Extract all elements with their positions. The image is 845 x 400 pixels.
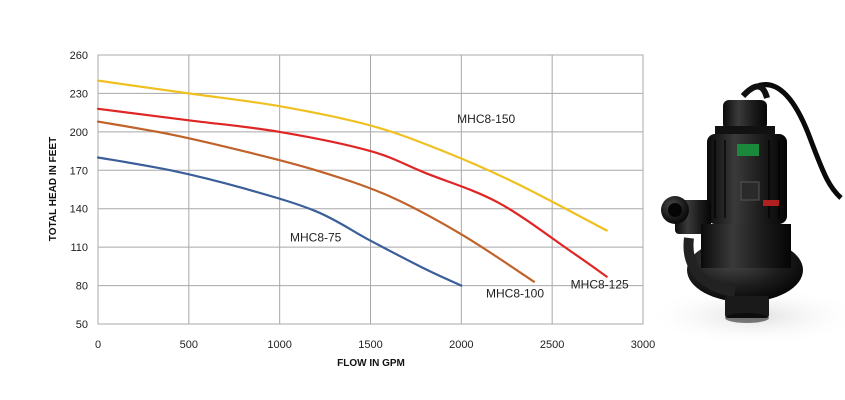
y-tick-label: 140 xyxy=(70,204,88,216)
x-tick-label: 2000 xyxy=(449,339,473,351)
x-tick-label: 2500 xyxy=(540,339,564,351)
y-tick-label: 50 xyxy=(76,319,88,331)
series-line-mhc8-125 xyxy=(96,107,608,278)
series-line-mhc8-75 xyxy=(96,156,463,287)
x-axis-title: FLOW IN GPM xyxy=(337,358,405,369)
series-label-mhc8-125: MHC8-125 xyxy=(571,278,629,292)
y-tick-label: 230 xyxy=(70,88,88,100)
y-tick-label: 200 xyxy=(70,127,88,139)
series-label-mhc8-100: MHC8-100 xyxy=(486,287,544,301)
y-tick-label: 260 xyxy=(70,50,88,62)
x-tick-label: 3000 xyxy=(631,339,655,351)
pump-curve-chart: 0 500 1000 1500 2000 2500 3000 50 80 110 140 170 20… xyxy=(48,50,655,369)
chart-grid xyxy=(97,54,644,325)
series-line-mhc8-100 xyxy=(96,120,536,283)
y-tick-label: 110 xyxy=(70,242,88,254)
series-line-mhc8-150 xyxy=(96,79,608,232)
series-labels: MHC8-75 MHC8-100 MHC8-125 MHC8-150 xyxy=(290,112,629,301)
series-lines xyxy=(96,79,608,287)
submersible-pump-icon xyxy=(645,82,845,346)
y-axis-title: TOTAL HEAD IN FEET xyxy=(48,137,59,241)
y-tick-labels: 50 80 110 140 170 200 230 260 xyxy=(70,50,88,331)
series-label-mhc8-75: MHC8-75 xyxy=(290,230,342,244)
x-tick-label: 1500 xyxy=(358,339,382,351)
x-tick-labels: 0 500 1000 1500 2000 2500 3000 xyxy=(95,339,655,351)
y-tick-label: 170 xyxy=(70,165,88,177)
x-tick-label: 1000 xyxy=(267,339,291,351)
y-tick-label: 80 xyxy=(76,281,88,293)
x-tick-label: 500 xyxy=(180,339,198,351)
x-tick-label: 0 xyxy=(95,339,101,351)
series-label-mhc8-150: MHC8-150 xyxy=(457,112,515,126)
